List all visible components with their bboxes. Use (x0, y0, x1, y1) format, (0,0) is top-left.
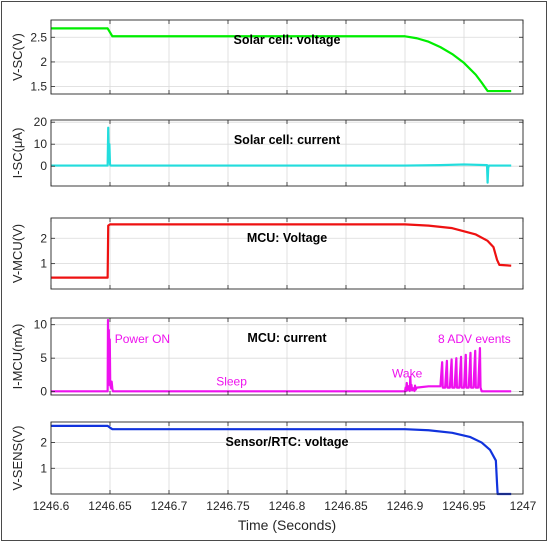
panel-4: 0 5 10 I-MCU(mA) MCU: current Power ON Sleep Wa… (10, 317, 524, 399)
x-axis-label: Time (Seconds) (238, 517, 336, 533)
y-tick-label: 20 (34, 115, 48, 129)
panel-title: Solar cell: voltage (234, 33, 341, 47)
series-line (51, 126, 512, 184)
chart-panels: 1.522.5V-SC(V) Solar cell: voltage01020I-… (10, 19, 537, 513)
y-tick-label: 2.5 (30, 30, 47, 44)
x-tick-label: 1246.7 (151, 499, 188, 513)
y-tick-label: 10 (34, 137, 48, 151)
panel-title: MCU: Voltage (247, 231, 327, 245)
panel-5: 1 2 V-SENS(V) Sensor/RTC: voltage 1246.6 1246… (10, 421, 537, 513)
y-tick-label: 1 (40, 461, 47, 475)
series-line (51, 27, 512, 93)
series-line (51, 424, 512, 496)
x-tick-label: 1246.95 (442, 499, 486, 513)
annotation-label: Power ON (115, 332, 170, 346)
y-tick-label: 5 (40, 351, 47, 365)
y-tick-label: 0 (40, 159, 47, 173)
x-tick-label: 1246.8 (269, 499, 306, 513)
y-tick-label: 2 (40, 231, 47, 245)
panel-title: Sensor/RTC: voltage (226, 435, 349, 449)
annotation-label: Sleep (216, 375, 247, 389)
series-line (51, 223, 512, 279)
y-axis-label: V-MCU(V) (10, 224, 25, 283)
y-tick-label: 10 (34, 318, 48, 332)
x-tick-label: 1246.75 (206, 499, 250, 513)
y-axis-label: V-SENS(V) (10, 425, 25, 490)
panel-title: MCU: current (247, 331, 327, 345)
y-axis-label: I-MCU(mA) (10, 324, 25, 390)
annotation-label: 8 ADV events (438, 332, 511, 346)
y-tick-label: 1 (40, 257, 47, 271)
y-tick-label: 0 (40, 385, 47, 399)
x-tick-label: 1246.65 (88, 499, 132, 513)
y-tick-label: 2 (40, 55, 47, 69)
y-tick-label: 2 (40, 436, 47, 450)
panel-3: 1 2 V-MCU(V) MCU: Voltage (10, 217, 524, 290)
y-tick-label: 1.5 (30, 80, 47, 94)
x-tick-label: 1246.9 (387, 499, 424, 513)
panel-title: Solar cell: current (234, 133, 341, 147)
series-line (51, 318, 512, 393)
y-axis-label: V-SC(V) (10, 33, 25, 81)
panel-2: 0 10 20 I-SC(μA) Solar cell: current (10, 115, 524, 187)
panel-1: 1.5 2 2.5 V-SC(V) Solar cell: voltage (10, 19, 524, 95)
x-tick-label: 1246.6 (33, 499, 70, 513)
x-tick-label: 1246.85 (324, 499, 368, 513)
annotation-label: Wake (392, 367, 423, 381)
x-tick-label: 1247 (510, 499, 537, 513)
y-axis-label: I-SC(μA) (10, 128, 25, 179)
